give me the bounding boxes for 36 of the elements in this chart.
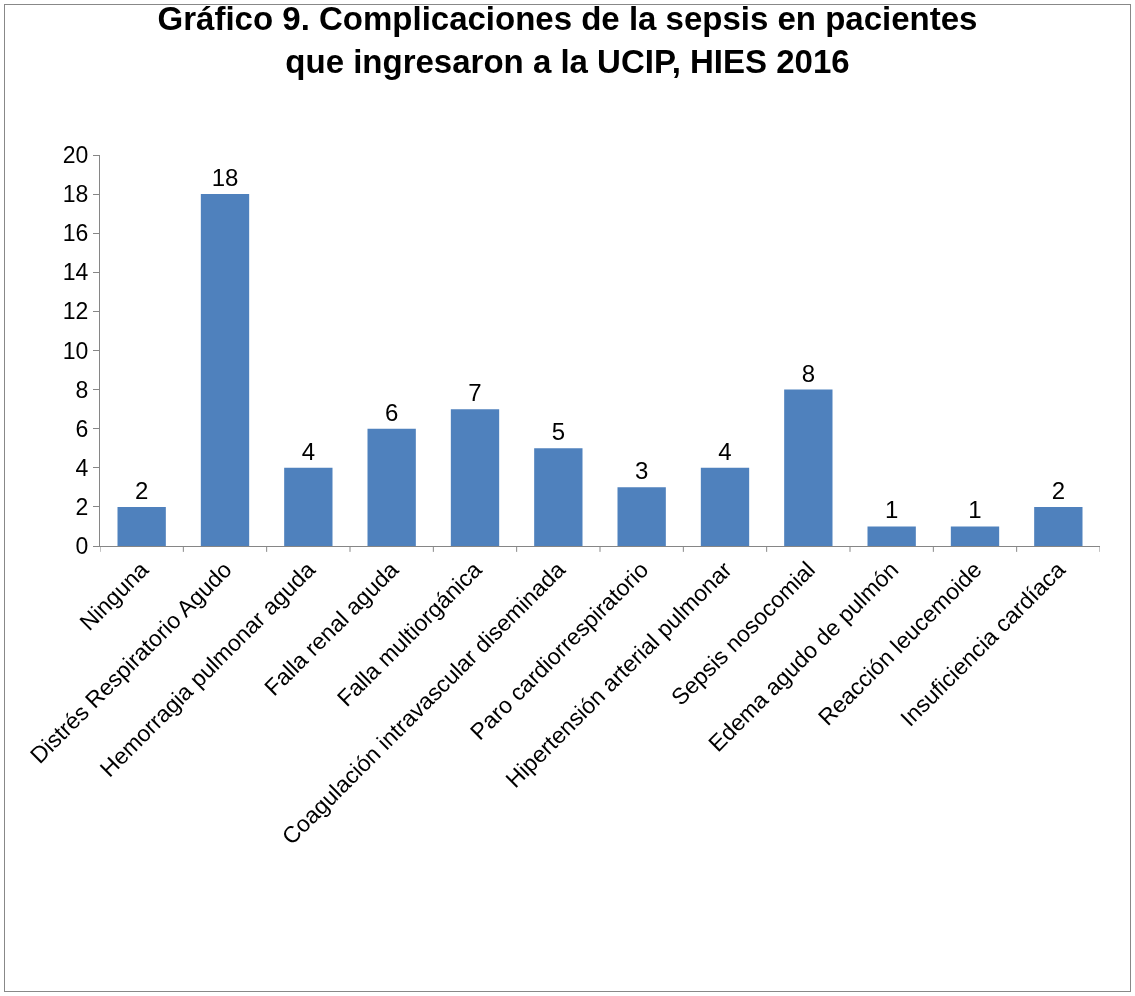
bar — [367, 428, 416, 546]
y-tick-label: 6 — [75, 415, 89, 442]
data-label: 8 — [801, 359, 816, 387]
data-label: 4 — [301, 437, 316, 465]
y-tick-label: 16 — [62, 220, 89, 247]
data-label: 2 — [134, 476, 149, 504]
y-tick-label: 18 — [62, 181, 89, 208]
data-label: 3 — [634, 457, 649, 485]
data-label: 6 — [384, 398, 399, 426]
y-tick-label: 20 — [62, 142, 89, 169]
data-label: 1 — [968, 496, 982, 524]
bar — [450, 409, 500, 546]
bar — [700, 467, 750, 546]
bar — [784, 389, 833, 546]
y-tick-label: 8 — [75, 376, 89, 403]
bar — [534, 448, 583, 546]
bar — [950, 526, 1000, 546]
chart-title: Gráfico 9. Complicaciones de la sepsis en pacientes que ingresaron a la UCIP, HIES 2016 — [157, 0, 978, 80]
data-label: 1 — [884, 496, 899, 524]
y-tick-label: 10 — [62, 337, 89, 364]
bar — [117, 506, 166, 546]
bar — [867, 526, 916, 546]
y-tick-label: 14 — [62, 259, 89, 286]
bar — [1034, 506, 1083, 546]
data-label: 4 — [718, 437, 732, 465]
y-tick-label: 4 — [75, 454, 89, 481]
data-label: 5 — [551, 418, 566, 446]
bar — [284, 467, 333, 546]
y-tick-label: 0 — [75, 533, 89, 560]
y-tick-label: 2 — [75, 493, 89, 520]
y-tick-label: 12 — [62, 298, 89, 325]
data-label: 2 — [1051, 476, 1066, 504]
data-label: 18 — [211, 164, 239, 192]
data-label: 7 — [468, 379, 482, 407]
bar — [617, 487, 666, 546]
bar — [200, 194, 250, 546]
